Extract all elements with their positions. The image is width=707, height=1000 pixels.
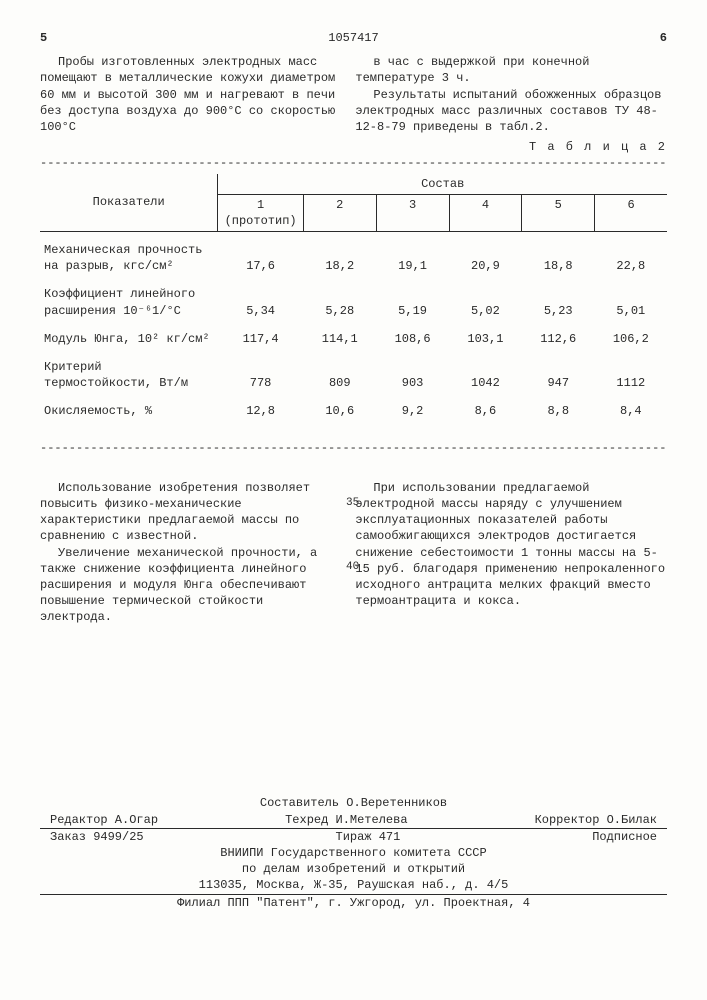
dash-top: ----------------------------------------… xyxy=(40,155,667,171)
cell-value: 106,2 xyxy=(595,321,667,349)
footer-row-1: Редактор А.Огар Техред И.Метелева Коррек… xyxy=(40,812,667,828)
cell-value: 18,8 xyxy=(522,232,595,277)
cell-value: 17,6 xyxy=(218,232,304,277)
cell-value: 809 xyxy=(303,349,376,393)
intro-right-2: Результаты испытаний обожженных образцов… xyxy=(355,87,667,136)
col-5: 5 xyxy=(522,194,595,231)
cell-value: 5,34 xyxy=(218,276,304,320)
cell-value: 1112 xyxy=(595,349,667,393)
doc-number: 1057417 xyxy=(60,30,647,46)
body-right-p: При использовании предлагаемой электродн… xyxy=(355,480,667,610)
cell-value: 112,6 xyxy=(522,321,595,349)
cell-value: 18,2 xyxy=(303,232,376,277)
footer-addr1: 113035, Москва, Ж-35, Раушская наб., д. … xyxy=(40,877,667,893)
footer-editor: Редактор А.Огар xyxy=(50,812,158,828)
col-2: 2 xyxy=(303,194,376,231)
intro-right-1: в час с выдержкой при конечной температу… xyxy=(355,54,667,86)
cell-value: 10,6 xyxy=(303,393,376,421)
cell-value: 8,6 xyxy=(449,393,522,421)
intro-block: Пробы изготовленных электродных масс пом… xyxy=(40,54,667,135)
footer-corrector: Корректор О.Билак xyxy=(535,812,657,828)
intro-right: в час с выдержкой при конечной температу… xyxy=(347,54,667,135)
header-row: 5 1057417 6 xyxy=(40,30,667,46)
row-label: Критерий термостойкости, Вт/м xyxy=(40,349,218,393)
cell-value: 9,2 xyxy=(376,393,449,421)
table-row: Модуль Юнга, 10² кг/см²117,4114,1108,610… xyxy=(40,321,667,349)
cell-value: 117,4 xyxy=(218,321,304,349)
table-header-row-1: Показатели Состав xyxy=(40,174,667,195)
row-label: Окисляемость, % xyxy=(40,393,218,421)
table-caption: Т а б л и ц а 2 xyxy=(40,139,667,155)
footer-order: Заказ 9499/25 xyxy=(50,829,144,845)
body-left: Использование изобретения позволяет повы… xyxy=(40,480,347,626)
line-35: 35 xyxy=(346,496,359,511)
cell-value: 103,1 xyxy=(449,321,522,349)
body-left-p2: Увеличение механической прочности, а так… xyxy=(40,545,339,626)
footer-org2: по делам изобретений и открытий xyxy=(40,861,667,877)
table-row: Критерий термостойкости, Вт/м77880990310… xyxy=(40,349,667,393)
footer-podpis: Подписное xyxy=(592,829,657,845)
cell-value: 5,23 xyxy=(522,276,595,320)
cell-value: 22,8 xyxy=(595,232,667,277)
cell-value: 903 xyxy=(376,349,449,393)
cell-value: 8,8 xyxy=(522,393,595,421)
table-row: Окисляемость, %12,810,69,28,68,88,4 xyxy=(40,393,667,421)
footer-composer: Составитель О.Веретенников xyxy=(40,795,667,811)
table-row: Механическая прочность на разрыв, кгс/см… xyxy=(40,232,667,277)
cell-value: 20,9 xyxy=(449,232,522,277)
col-1: 1 (прототип) xyxy=(218,194,304,231)
footer-tirazh: Тираж 471 xyxy=(336,829,401,845)
cell-value: 19,1 xyxy=(376,232,449,277)
cell-value: 5,19 xyxy=(376,276,449,320)
line-40: 40 xyxy=(346,560,359,575)
page-left: 5 xyxy=(40,30,60,46)
footer-block: Составитель О.Веретенников Редактор А.Ог… xyxy=(40,795,667,910)
col-label: Показатели xyxy=(40,174,218,232)
body-block: Использование изобретения позволяет повы… xyxy=(40,480,667,626)
intro-left: Пробы изготовленных электродных масс пом… xyxy=(40,54,347,135)
cell-value: 5,28 xyxy=(303,276,376,320)
footer-row-2: Заказ 9499/25 Тираж 471 Подписное xyxy=(40,829,667,845)
page-right: 6 xyxy=(647,30,667,46)
group-label: Состав xyxy=(218,174,667,195)
body-left-p1: Использование изобретения позволяет повы… xyxy=(40,480,339,545)
footer-addr2: Филиал ППП "Патент", г. Ужгород, ул. Про… xyxy=(40,895,667,911)
footer-org1: ВНИИПИ Государственного комитета СССР xyxy=(40,845,667,861)
cell-value: 947 xyxy=(522,349,595,393)
data-table: Показатели Состав 1 (прототип) 2 3 4 5 6… xyxy=(40,174,667,422)
cell-value: 5,01 xyxy=(595,276,667,320)
cell-value: 114,1 xyxy=(303,321,376,349)
body-right-col: При использовании предлагаемой электродн… xyxy=(347,480,667,626)
col-6: 6 xyxy=(595,194,667,231)
cell-value: 108,6 xyxy=(376,321,449,349)
cell-value: 1042 xyxy=(449,349,522,393)
col-4: 4 xyxy=(449,194,522,231)
row-label: Механическая прочность на разрыв, кгс/см… xyxy=(40,232,218,277)
col-3: 3 xyxy=(376,194,449,231)
row-label: Коэффициент линейного расширения 10⁻⁶1/°… xyxy=(40,276,218,320)
footer-techred: Техред И.Метелева xyxy=(285,812,407,828)
cell-value: 8,4 xyxy=(595,393,667,421)
cell-value: 12,8 xyxy=(218,393,304,421)
cell-value: 778 xyxy=(218,349,304,393)
dash-bottom: ----------------------------------------… xyxy=(40,440,667,456)
cell-value: 5,02 xyxy=(449,276,522,320)
row-label: Модуль Юнга, 10² кг/см² xyxy=(40,321,218,349)
table-row: Коэффициент линейного расширения 10⁻⁶1/°… xyxy=(40,276,667,320)
